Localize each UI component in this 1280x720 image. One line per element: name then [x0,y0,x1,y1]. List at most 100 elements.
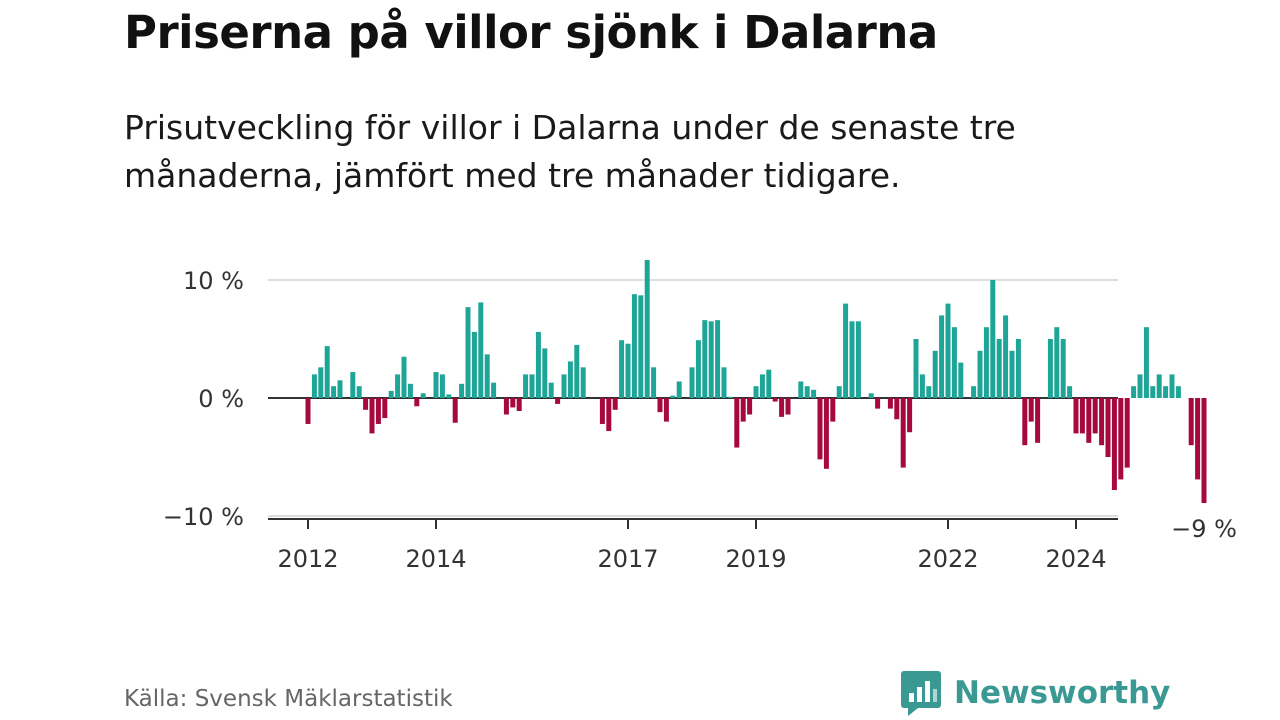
bar [548,382,554,398]
bar [727,396,733,398]
bar [1003,315,1009,398]
x-tick-label: 2019 [725,545,786,573]
bar [1137,374,1143,398]
bar [356,386,362,398]
bar [1156,374,1162,398]
source-note: Källa: Svensk Mäklarstatistik [124,686,453,712]
bar [625,343,631,398]
bar [516,398,522,411]
bar [1188,398,1194,446]
bar [1175,386,1181,398]
bar [1015,339,1021,398]
bar [887,398,893,409]
bar [830,398,836,422]
bar [855,321,861,398]
bar [1163,386,1169,398]
bar [663,398,669,422]
bar [363,398,369,410]
bar [951,327,957,398]
bar [1009,350,1015,398]
bar [574,344,580,398]
bar [535,331,541,398]
bar [350,372,356,398]
y-tick-label: 10 % [183,267,244,295]
bar-chart: 10 % 0 % −10 % 2012 2014 2017 2019 2022 2024 −9… [163,259,1237,573]
bar [708,321,714,398]
bar [311,374,317,398]
bar [747,398,753,415]
bar [1067,386,1073,398]
bar [702,320,708,398]
bar [324,346,330,398]
y-tick-label: 0 % [198,385,244,413]
bar [606,398,612,432]
bar [407,383,413,398]
bar [631,294,637,398]
bar [1124,398,1130,468]
bar [644,259,650,398]
bar [676,381,682,398]
bar [740,398,746,422]
bar [804,386,810,398]
newsworthy-icon [901,671,941,716]
bar [1131,386,1137,398]
chart-subtitle: Prisutveckling för villor i Dalarna unde… [124,108,1016,195]
bar [657,398,663,413]
x-tick-label: 2022 [917,545,978,573]
bar [337,380,343,398]
bar [465,307,471,398]
bar [734,398,740,448]
bar [433,372,439,398]
bar [715,320,721,398]
y-axis: 10 % 0 % −10 % [163,267,244,531]
bar [779,398,785,417]
bar [452,398,458,423]
bar [772,398,778,402]
bar [1111,398,1117,491]
bar [523,374,529,398]
bar [868,393,874,398]
bar [900,398,906,468]
bar [836,386,842,398]
bar [369,398,375,434]
bar [875,398,881,409]
y-tick-label: −10 % [163,503,244,531]
bar [689,367,695,398]
bar [1143,327,1149,398]
bar [305,398,311,424]
bar [753,386,759,398]
bar [638,295,644,398]
bar [1035,398,1041,443]
bar [446,394,452,398]
bar [926,386,932,398]
bar [823,398,829,469]
bars [305,259,1207,504]
bar [510,398,516,408]
bar [1086,398,1092,443]
bar [1047,339,1053,398]
bar [958,362,964,398]
x-tick-label: 2024 [1045,545,1106,573]
x-axis: 2012 2014 2017 2019 2022 2024 [268,518,1118,573]
bar [382,398,388,419]
bar [1169,374,1175,398]
bar [561,374,567,398]
bar [401,356,407,398]
bar [849,321,855,398]
bar [894,398,900,420]
bar [670,395,676,398]
brand-logo: Newsworthy [900,668,1170,718]
bar [721,367,727,398]
bar [1054,327,1060,398]
bar [913,339,919,398]
bar [1195,398,1201,480]
bar [983,327,989,398]
bar [817,398,823,460]
bar [580,367,586,398]
bar [555,398,561,404]
bar [420,393,426,398]
bar [1079,398,1085,434]
bar [1060,339,1066,398]
bar [619,340,625,398]
bar [798,381,804,398]
